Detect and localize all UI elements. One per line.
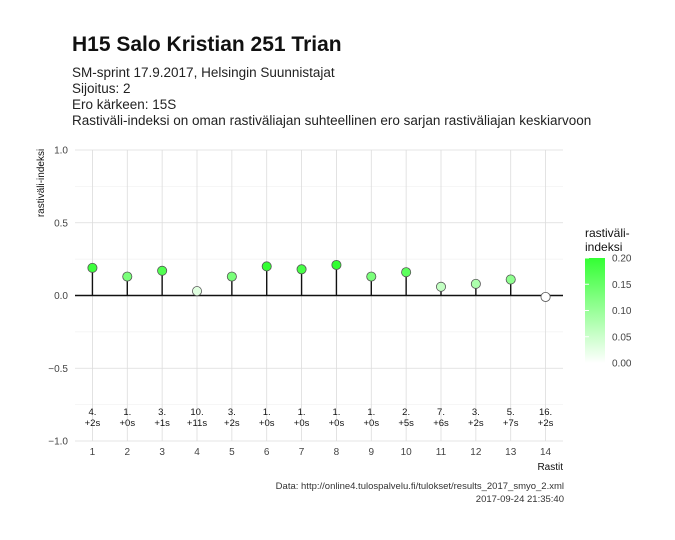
x-tick-label: 1 <box>90 447 96 458</box>
subtitle-placement: Sijoitus: 2 <box>72 81 131 96</box>
data-source-caption: Data: http://online4.tulospalvelu.fi/tul… <box>275 481 564 492</box>
x-tick-label: 2 <box>125 447 131 458</box>
data-point <box>261 261 272 272</box>
data-point <box>331 259 342 270</box>
legend-tick-label: 0.00 <box>612 359 632 370</box>
x-tick-label: 4 <box>194 447 200 458</box>
legend-tick-label: 0.15 <box>612 280 632 291</box>
x-tick-label: 8 <box>334 447 340 458</box>
legend-title-line2: indeksi <box>585 240 622 254</box>
chart-title: H15 Salo Kristian 251 Trian <box>72 33 342 56</box>
time-diff-label: +2s <box>468 418 484 429</box>
x-tick-label: 7 <box>299 447 305 458</box>
y-tick-label: −0.5 <box>48 364 68 375</box>
time-diff-label: +11s <box>187 418 207 429</box>
data-point <box>226 271 237 282</box>
rank-label: 3. <box>472 407 480 418</box>
rank-label: 1. <box>298 407 306 418</box>
x-tick-label: 5 <box>229 447 235 458</box>
x-tick-label: 11 <box>436 447 447 458</box>
rank-label: 5. <box>507 407 515 418</box>
time-diff-label: +0s <box>329 418 345 429</box>
y-tick-label: 1.0 <box>54 146 68 157</box>
data-point <box>191 286 202 297</box>
time-diff-label: +1s <box>154 418 170 429</box>
legend-tick-label: 0.10 <box>612 306 632 317</box>
legend-tick-label: 0.05 <box>612 332 632 343</box>
time-diff-label: +0s <box>294 418 310 429</box>
x-tick-label: 13 <box>505 447 517 458</box>
legend-colorbar <box>585 258 605 363</box>
rank-label: 1. <box>332 407 340 418</box>
color-legend: rastiväli- indeksi 0.20 0.15 0.10 0.05 0.00 <box>585 226 632 370</box>
legend-tick-label: 0.20 <box>612 254 632 265</box>
data-point <box>401 267 412 278</box>
timestamp-caption: 2017-09-24 21:35:40 <box>475 494 564 505</box>
time-diff-label: +2s <box>224 418 240 429</box>
rank-label: 2. <box>402 407 410 418</box>
time-diff-label: +0s <box>259 418 275 429</box>
data-point <box>157 265 168 276</box>
y-tick-label: 0.0 <box>54 291 68 302</box>
rank-label: 7. <box>437 407 445 418</box>
x-tick-label: 14 <box>540 447 552 458</box>
subtitle-event: SM-sprint 17.9.2017, Helsingin Suunnista… <box>72 65 335 80</box>
rank-label: 1. <box>367 407 375 418</box>
time-diff-label: +6s <box>433 418 449 429</box>
x-tick-label: 9 <box>369 447 375 458</box>
data-point <box>366 271 377 282</box>
x-tick-label: 12 <box>470 447 482 458</box>
subtitle-gap-to-leader: Ero kärkeen: 15S <box>72 97 177 112</box>
rank-label: 3. <box>158 407 166 418</box>
axes: −1.0−0.50.00.51.01 2 3 4 5 6 7 8 9 10 11 12 13 14 <box>48 146 563 458</box>
data-point <box>470 278 481 289</box>
y-tick-label: −1.0 <box>48 437 68 448</box>
time-diff-label: +2s <box>538 418 554 429</box>
split-annotations: 4.+2s1.+0s3.+1s10.+11s3.+2s1.+0s1.+0s1.+… <box>85 407 554 429</box>
time-diff-label: +2s <box>85 418 101 429</box>
x-tick-label: 10 <box>401 447 413 458</box>
data-point <box>505 274 516 285</box>
y-tick-label: 0.5 <box>54 218 68 229</box>
subtitle-description: Rastiväli-indeksi on oman rastiväliajan … <box>72 113 592 128</box>
legend-title-line1: rastiväli- <box>585 226 630 240</box>
data-point <box>435 281 446 292</box>
x-tick-label: 6 <box>264 447 270 458</box>
rank-label: 16. <box>539 407 552 418</box>
x-axis-label: Rastit <box>537 462 563 473</box>
data-points <box>87 259 551 302</box>
rank-label: 4. <box>88 407 96 418</box>
data-point <box>122 271 133 282</box>
time-diff-label: +5s <box>398 418 414 429</box>
y-axis-label: rastiväli-indeksi <box>36 149 47 217</box>
time-diff-label: +7s <box>503 418 519 429</box>
x-tick-label: 3 <box>159 447 165 458</box>
rank-label: 3. <box>228 407 236 418</box>
rank-label: 1. <box>263 407 271 418</box>
rank-label: 10. <box>190 407 203 418</box>
time-diff-label: +0s <box>363 418 379 429</box>
time-diff-label: +0s <box>119 418 135 429</box>
rank-label: 1. <box>123 407 131 418</box>
data-point <box>540 291 551 302</box>
data-point <box>87 262 98 273</box>
data-point <box>296 264 307 275</box>
